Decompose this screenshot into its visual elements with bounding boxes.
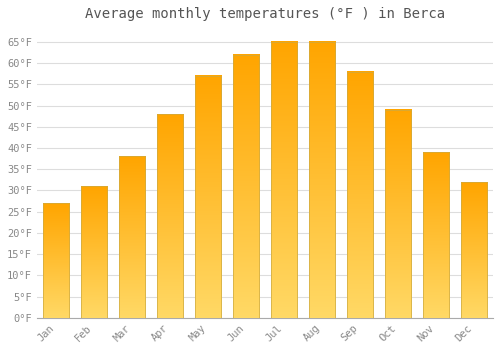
Bar — [232, 55, 259, 318]
Bar — [270, 42, 297, 318]
Bar — [422, 152, 450, 318]
Bar — [346, 71, 374, 318]
Title: Average monthly temperatures (°F ) in Berca: Average monthly temperatures (°F ) in Be… — [85, 7, 445, 21]
Bar — [308, 42, 336, 318]
Bar — [156, 114, 183, 318]
Bar — [80, 186, 107, 318]
Bar — [384, 110, 411, 318]
Bar — [460, 182, 487, 318]
Bar — [42, 203, 69, 318]
Bar — [118, 156, 145, 318]
Bar — [194, 76, 221, 318]
